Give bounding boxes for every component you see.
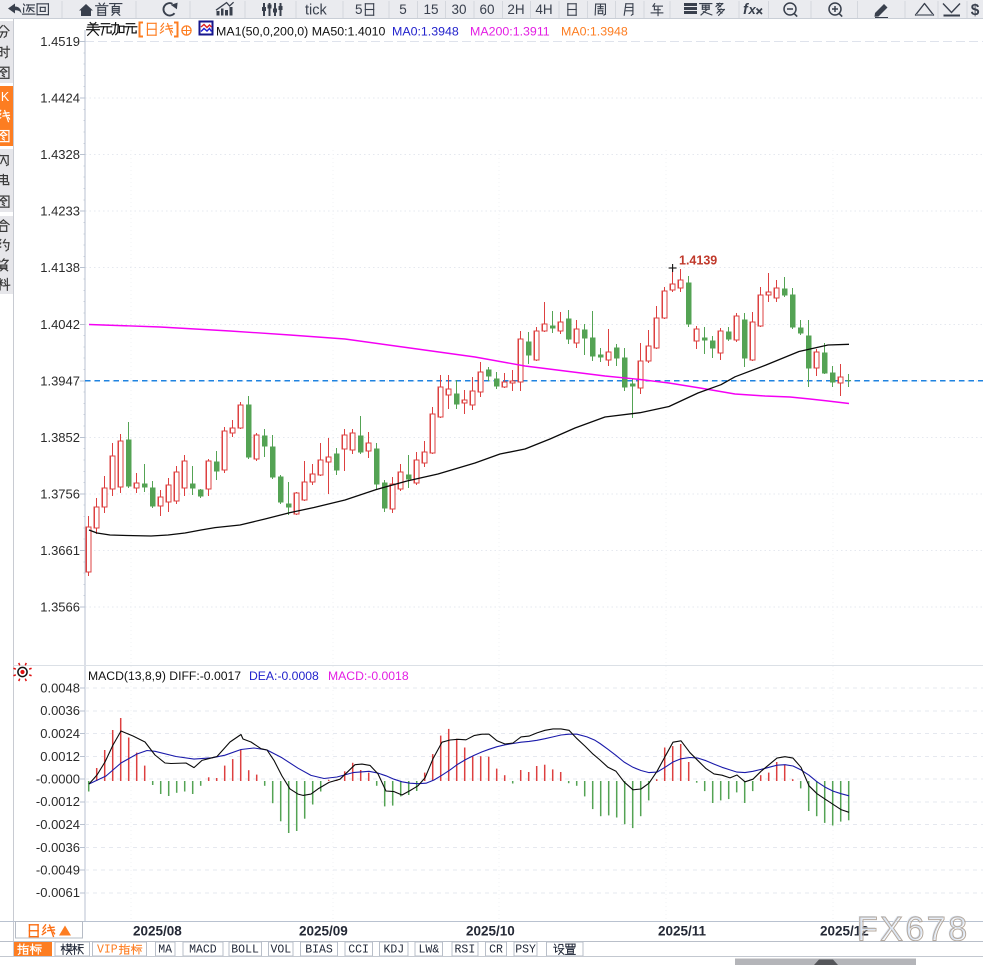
svg-text:MACD: MACD [189, 944, 217, 957]
svg-text:30: 30 [451, 2, 466, 17]
svg-text:BOLL: BOLL [231, 944, 259, 957]
svg-text:1.4233: 1.4233 [40, 204, 80, 219]
svg-text:1.4328: 1.4328 [40, 147, 80, 162]
svg-text:DEA:-0.0008: DEA:-0.0008 [249, 669, 319, 683]
svg-text:VIP: VIP [97, 944, 118, 957]
svg-text:0.0036: 0.0036 [40, 703, 80, 718]
svg-text:-0.0061: -0.0061 [36, 885, 80, 900]
svg-text:1.3566: 1.3566 [40, 600, 80, 615]
svg-text:1.3756: 1.3756 [40, 486, 80, 501]
svg-text:1.3852: 1.3852 [40, 430, 80, 445]
svg-text:MA0:1.3948: MA0:1.3948 [392, 25, 459, 39]
svg-text:f: f [743, 2, 750, 18]
svg-text:x: x [748, 2, 757, 17]
svg-text:MACD(13,8,9) DIFF:-0.0017: MACD(13,8,9) DIFF:-0.0017 [88, 669, 241, 683]
svg-text:1.3947: 1.3947 [40, 373, 80, 388]
svg-text:1.4519: 1.4519 [40, 34, 80, 49]
svg-text:MA200:1.3911: MA200:1.3911 [470, 25, 550, 39]
svg-text:4H: 4H [535, 2, 552, 17]
svg-text:VOL: VOL [270, 944, 291, 957]
svg-text:1.4138: 1.4138 [40, 260, 80, 275]
svg-text:1.4424: 1.4424 [40, 91, 80, 106]
svg-text:-0.0000: -0.0000 [36, 772, 80, 787]
svg-text:-0.0049: -0.0049 [36, 863, 80, 878]
svg-text:5: 5 [399, 2, 407, 17]
svg-text:-0.0036: -0.0036 [36, 840, 80, 855]
svg-text:CCI: CCI [348, 944, 369, 957]
svg-text:2025/11: 2025/11 [658, 924, 707, 939]
svg-text:0.0048: 0.0048 [40, 681, 80, 696]
svg-text:2025/12: 2025/12 [820, 924, 869, 939]
svg-text:MA0:1.3948: MA0:1.3948 [561, 25, 628, 39]
svg-text:tick: tick [305, 3, 328, 19]
svg-text:1.3661: 1.3661 [40, 543, 80, 558]
svg-text:2025/10: 2025/10 [466, 924, 515, 939]
svg-text:$: $ [971, 2, 980, 19]
svg-text:-0.0012: -0.0012 [36, 794, 80, 809]
svg-text:CR: CR [489, 944, 503, 957]
svg-text:FX678: FX678 [857, 911, 970, 949]
svg-text:60: 60 [479, 2, 494, 17]
svg-text:1.4042: 1.4042 [40, 317, 80, 332]
svg-text:K: K [1, 90, 10, 104]
svg-text:KDJ: KDJ [383, 944, 404, 957]
svg-text:2025/09: 2025/09 [299, 924, 348, 939]
svg-text:MA1(50,0,200,0) MA50:1.4010: MA1(50,0,200,0) MA50:1.4010 [216, 25, 386, 39]
svg-text:LW&: LW& [419, 944, 440, 957]
svg-text:MA: MA [158, 944, 172, 957]
svg-text:PSY: PSY [515, 944, 536, 957]
svg-text:RSI: RSI [455, 944, 476, 957]
svg-text:2025/08: 2025/08 [133, 924, 182, 939]
svg-text:5: 5 [355, 2, 363, 17]
svg-text:-0.0024: -0.0024 [36, 817, 80, 832]
svg-text:15: 15 [423, 2, 438, 17]
svg-text:MACD:-0.0018: MACD:-0.0018 [328, 669, 409, 683]
svg-text:0.0024: 0.0024 [40, 726, 80, 741]
svg-text:BIAS: BIAS [305, 944, 333, 957]
svg-text:1.4139: 1.4139 [679, 254, 717, 268]
svg-text:2H: 2H [507, 2, 524, 17]
svg-text:0.0012: 0.0012 [40, 749, 80, 764]
